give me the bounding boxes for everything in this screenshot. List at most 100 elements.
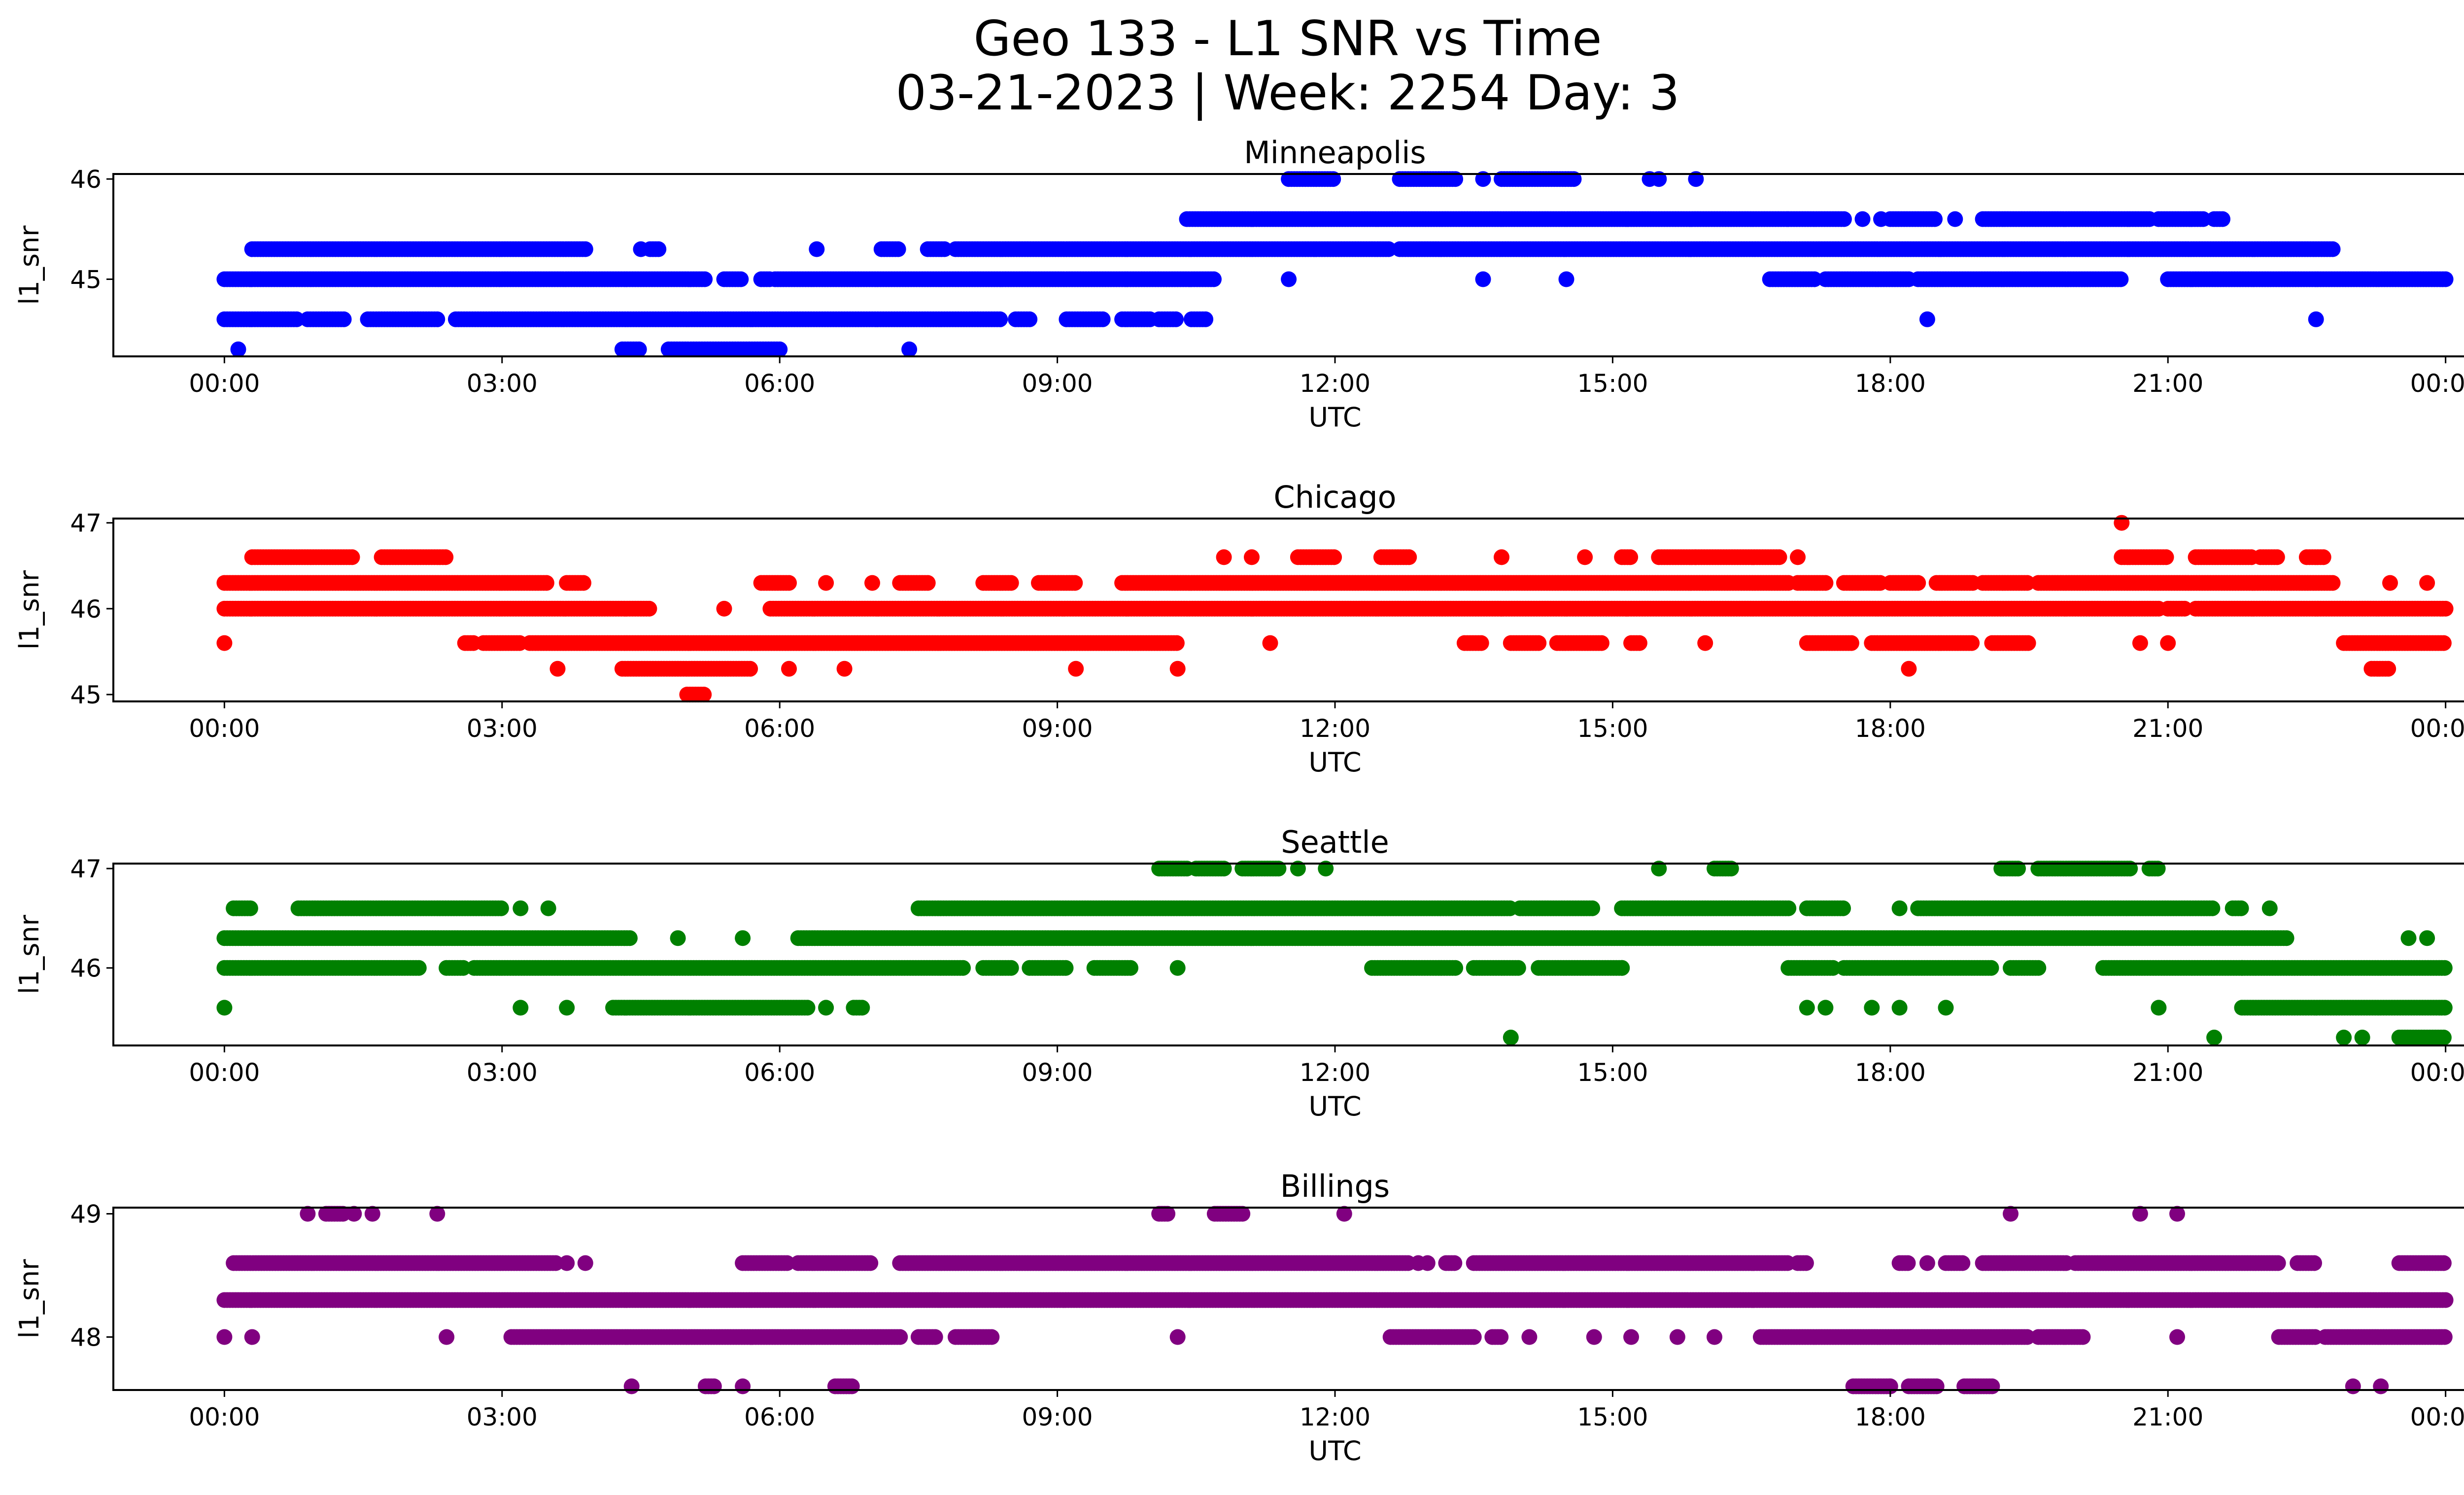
- data-point: [631, 341, 647, 357]
- data-point: [2400, 930, 2417, 946]
- data-point: [1771, 549, 1787, 565]
- x-tick-label: 12:00: [1300, 714, 1370, 743]
- x-tick-label: 18:00: [1855, 369, 1926, 398]
- data-point: [1697, 635, 1713, 651]
- data-point: [1168, 311, 1184, 327]
- data-point: [1817, 575, 1834, 591]
- data-point: [641, 600, 657, 617]
- data-point: [1067, 575, 1083, 591]
- data-point: [344, 549, 360, 565]
- data-point: [2419, 575, 2435, 591]
- data-point: [2269, 549, 2285, 565]
- data-point: [1790, 549, 1806, 565]
- data-point: [1836, 211, 1852, 227]
- data-point: [576, 575, 591, 591]
- data-point: [1473, 635, 1489, 651]
- x-tick-label: 21:00: [2132, 714, 2203, 743]
- x-tick-label: 09:00: [1022, 369, 1093, 398]
- data-point: [920, 575, 936, 591]
- data-point: [1206, 271, 1222, 287]
- data-point: [2278, 930, 2294, 946]
- x-axis-label: UTC: [1308, 402, 1361, 433]
- data-point: [1216, 549, 1232, 565]
- data-point: [781, 661, 797, 677]
- x-tick-label: 03:00: [467, 369, 538, 398]
- data-point: [1919, 311, 1935, 327]
- y-tick-label: 45: [70, 681, 102, 709]
- figure-title-line1: Geo 133 - L1 SNR vs Time: [973, 11, 1602, 67]
- data-point: [772, 341, 788, 357]
- subplot-title: Minneapolis: [1244, 135, 1426, 171]
- data-point: [1631, 635, 1647, 651]
- data-point: [901, 341, 918, 357]
- data-point: [781, 575, 797, 591]
- data-point: [1806, 271, 1822, 287]
- x-tick-label: 15:00: [1577, 369, 1648, 398]
- data-point: [2315, 549, 2331, 565]
- data-point: [818, 575, 834, 591]
- data-point: [2325, 241, 2341, 257]
- x-tick-label: 00:00: [189, 714, 260, 743]
- data-point: [2160, 635, 2176, 651]
- data-point: [1022, 311, 1038, 327]
- data-point: [2158, 549, 2174, 565]
- data-point: [1169, 661, 1186, 677]
- y-tick-label: 45: [70, 265, 102, 294]
- data-point: [1326, 549, 1342, 565]
- x-tick-label: 06:00: [744, 714, 815, 743]
- x-tick-label: 00:00: [2410, 369, 2464, 398]
- data-point: [2325, 575, 2341, 591]
- data-point: [1003, 575, 1019, 591]
- data-point: [2437, 600, 2454, 617]
- data-point: [2435, 635, 2452, 651]
- y-tick-label: 46: [70, 165, 102, 194]
- y-axis-label: l1_snr: [14, 570, 45, 650]
- data-point: [230, 341, 246, 357]
- data-point: [288, 311, 305, 327]
- data-point: [2380, 661, 2396, 677]
- data-point: [2382, 575, 2398, 591]
- data-point: [696, 687, 712, 703]
- data-point: [1873, 211, 1889, 227]
- data-point: [2132, 635, 2148, 651]
- axes-frame: [112, 173, 2464, 357]
- x-tick-label: 03:00: [467, 714, 538, 743]
- data-point: [697, 271, 713, 287]
- data-point: [733, 271, 749, 287]
- data-point: [864, 575, 880, 591]
- x-tick-label: 15:00: [1577, 714, 1648, 743]
- data-point: [2308, 311, 2324, 327]
- data-point: [890, 241, 906, 257]
- data-point: [1843, 635, 1859, 651]
- data-point: [2113, 271, 2129, 287]
- data-point: [577, 241, 593, 257]
- data-point: [1854, 211, 1871, 227]
- data-point: [1901, 661, 1917, 677]
- data-point: [2114, 515, 2130, 531]
- data-series-chicago: [216, 515, 2454, 703]
- data-point: [1475, 271, 1491, 287]
- data-point: [621, 930, 638, 946]
- data-point: [992, 311, 1008, 327]
- x-tick-label: 18:00: [1855, 714, 1926, 743]
- data-point: [809, 241, 825, 257]
- data-point: [1910, 575, 1926, 591]
- data-point: [1198, 311, 1214, 327]
- data-point: [2215, 211, 2230, 227]
- data-point: [650, 241, 667, 257]
- x-tick-label: 06:00: [744, 369, 815, 398]
- data-series-seattle: [216, 861, 2453, 1045]
- data-point: [549, 661, 566, 677]
- data-point: [633, 241, 649, 257]
- data-point: [1593, 635, 1609, 651]
- data-point: [1531, 635, 1547, 651]
- data-point: [1927, 211, 1943, 227]
- data-point: [216, 635, 233, 651]
- data-point: [1168, 635, 1185, 651]
- data-point: [2419, 930, 2435, 946]
- data-point: [1558, 271, 1574, 287]
